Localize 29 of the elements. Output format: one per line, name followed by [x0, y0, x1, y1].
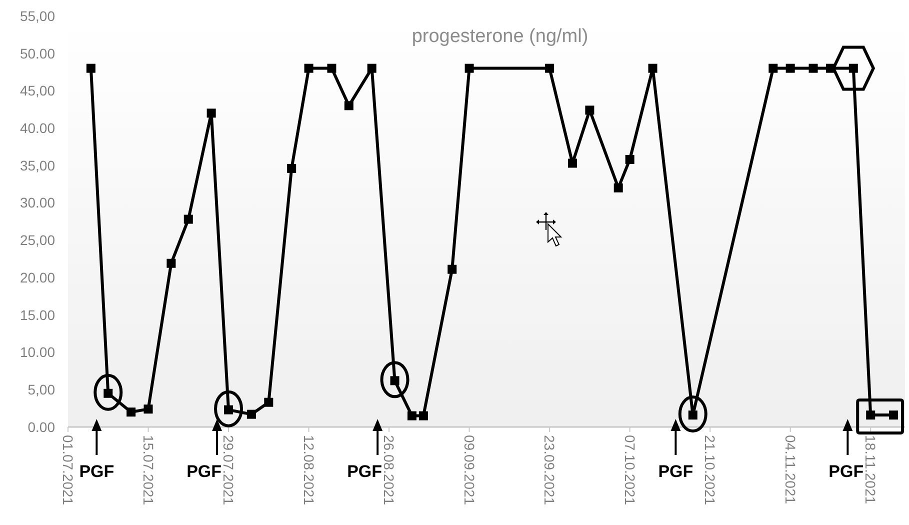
y-tick-label: 45,00	[20, 82, 56, 99]
y-tick-label: 10.00	[20, 344, 56, 360]
annotation: PGF	[79, 462, 114, 481]
y-tick-label: 30.00	[20, 194, 56, 211]
y-tick-label: 50.00	[20, 45, 56, 62]
x-tick-label: 18.11.2021	[862, 435, 879, 504]
x-tick-label: 12.08.2021	[300, 435, 317, 506]
annotation: PGF	[828, 462, 864, 481]
x-tick-label: 09.09.2021	[461, 435, 478, 506]
text: progesterone (ng/ml)	[412, 26, 588, 47]
annotation: PGF	[186, 462, 222, 481]
y-tick-label: 25,00	[20, 232, 56, 248]
x-tick-label: 04.11.2021	[782, 435, 798, 504]
y-tick-label: 40.00	[20, 120, 56, 136]
x-tick-label: 07.10.2021	[622, 435, 638, 506]
y-tick-label: 5,00	[28, 382, 56, 398]
x-tick-label: 21.10.2021	[702, 435, 718, 506]
x-tick-label: 26.08.2021	[381, 435, 398, 506]
annotation: PGF	[658, 462, 694, 481]
y-tick-label: 20.00	[20, 269, 56, 286]
x-tick-label: 15.07.2021	[140, 435, 156, 506]
x-tick-label: 23.09.2021	[542, 435, 558, 506]
y-tick-label: 55,00	[20, 8, 56, 24]
y-tick-label: 15.00	[20, 306, 56, 323]
x-tick-label: 01.07.2021	[60, 435, 76, 506]
x-tick-label: 29.07.2021	[220, 435, 237, 506]
y-tick-label: 0.00	[28, 418, 56, 435]
y-tick-label: 35,00	[20, 157, 56, 174]
annotation: PGF	[347, 462, 382, 481]
